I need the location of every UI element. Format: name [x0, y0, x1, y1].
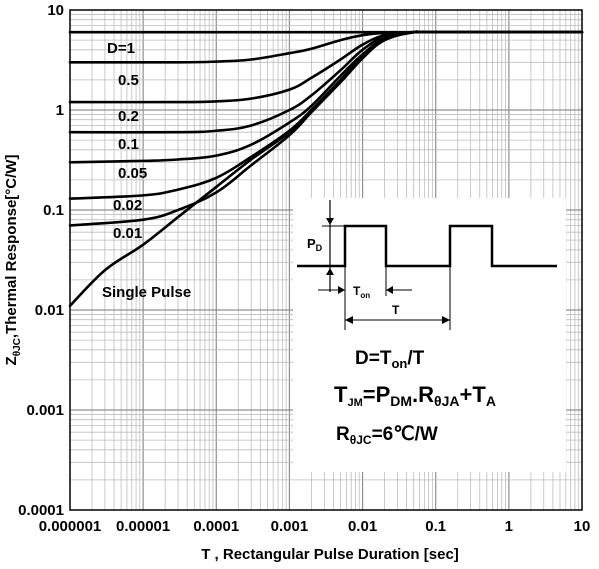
- formula-tj-dm: DM: [390, 393, 412, 409]
- ton-label-t: T: [353, 284, 361, 298]
- y-tick-label: 0.0001: [18, 502, 64, 519]
- curve-label: 0.05: [118, 165, 147, 182]
- t-arrow-right: [442, 316, 450, 324]
- formula-duty-cycle-sub: on: [391, 356, 407, 371]
- tick-labels: 0.000001 0.00001 0.0001 0.001 0.01 0.1 1 10 0.00…: [18, 2, 590, 535]
- y-tick-label: 10: [47, 2, 64, 19]
- formula-tj-r: .R: [412, 382, 434, 407]
- x-tick-label: 0.0001: [193, 518, 239, 535]
- ton-label-sub: on: [360, 291, 370, 300]
- curve-labels: D=1 0.5 0.2 0.1 0.05 0.02 0.01 Single Pulse: [102, 40, 191, 301]
- y-tick-label: 0.01: [35, 302, 64, 319]
- pd-label: PD: [307, 236, 323, 253]
- formula-tj-a: A: [486, 393, 496, 409]
- inset-panel: PD Ton T D=Ton/T TJM=PDM.RθJA+TA RθJC=6℃…: [293, 198, 566, 472]
- pulse-waveform: [297, 224, 557, 268]
- pd-arrow-bottom: [326, 268, 334, 275]
- t-arrow-left: [345, 316, 353, 324]
- curve-label: 0.1: [118, 136, 139, 153]
- formula-rthjc-value: =6℃/W: [372, 424, 438, 445]
- ton-label: Ton: [353, 284, 370, 300]
- curve-label: 0.01: [113, 225, 142, 242]
- x-tick-label: 1: [505, 518, 513, 535]
- y-axis-title-sub: θJC: [12, 338, 23, 356]
- x-tick-label: 10: [574, 518, 591, 535]
- formula-rthjc-sub: θJC: [350, 433, 372, 447]
- formula-tj-sub: JM: [347, 397, 362, 409]
- curve-label: 0.5: [118, 72, 139, 89]
- y-axis-title-z: Z: [3, 356, 20, 365]
- series-line-single-pulse: [68, 30, 584, 308]
- x-tick-label: 0.1: [425, 518, 446, 535]
- ton-arrow-left: [338, 286, 345, 294]
- curve-label: Single Pulse: [102, 284, 191, 301]
- formula-tj-plus: +T: [460, 382, 487, 407]
- x-tick-label: 0.001: [271, 518, 309, 535]
- y-tick-label: 0.1: [43, 202, 64, 219]
- x-axis-title: T , Rectangular Pulse Duration [sec]: [201, 546, 459, 563]
- x-tick-label: 0.01: [348, 518, 377, 535]
- plot-frame: [69, 9, 583, 511]
- series-group: [68, 30, 584, 308]
- t-label: T: [392, 303, 400, 317]
- x-tick-label: 0.000001: [39, 518, 102, 535]
- formula-tj-p: =P: [363, 382, 391, 407]
- y-axis-title: ZθJC,Thermal Response[°C/W]: [3, 155, 23, 366]
- formula-duty-cycle: D=Ton/T: [355, 348, 425, 371]
- y-tick-label: 0.001: [26, 402, 64, 419]
- formula-tj-t: T: [334, 382, 348, 407]
- pd-label-p: P: [307, 236, 316, 251]
- formula-rthjc-r: R: [336, 424, 350, 445]
- y-axis-title-unit: °C/W]: [3, 155, 20, 195]
- curve-label: 0.02: [113, 197, 142, 214]
- curve-label: D=1: [107, 40, 135, 57]
- formula-duty-cycle-tail: /T: [407, 348, 424, 369]
- formula-duty-cycle-main: D=T: [355, 348, 392, 369]
- formula-rthjc: RθJC=6℃/W: [336, 424, 438, 447]
- formula-junction-temp: TJM=PDM.RθJA+TA: [334, 382, 496, 409]
- curve-label: 0.2: [118, 108, 139, 125]
- x-tick-label: 0.00001: [116, 518, 170, 535]
- ton-arrow-right: [386, 286, 393, 294]
- formula-tj-theta: θJA: [434, 393, 459, 409]
- y-tick-label: 1: [56, 102, 64, 119]
- y-axis-title-mid: ,Thermal Response[: [3, 195, 20, 338]
- pd-arrow-top: [326, 218, 334, 225]
- pd-label-sub: D: [316, 243, 323, 253]
